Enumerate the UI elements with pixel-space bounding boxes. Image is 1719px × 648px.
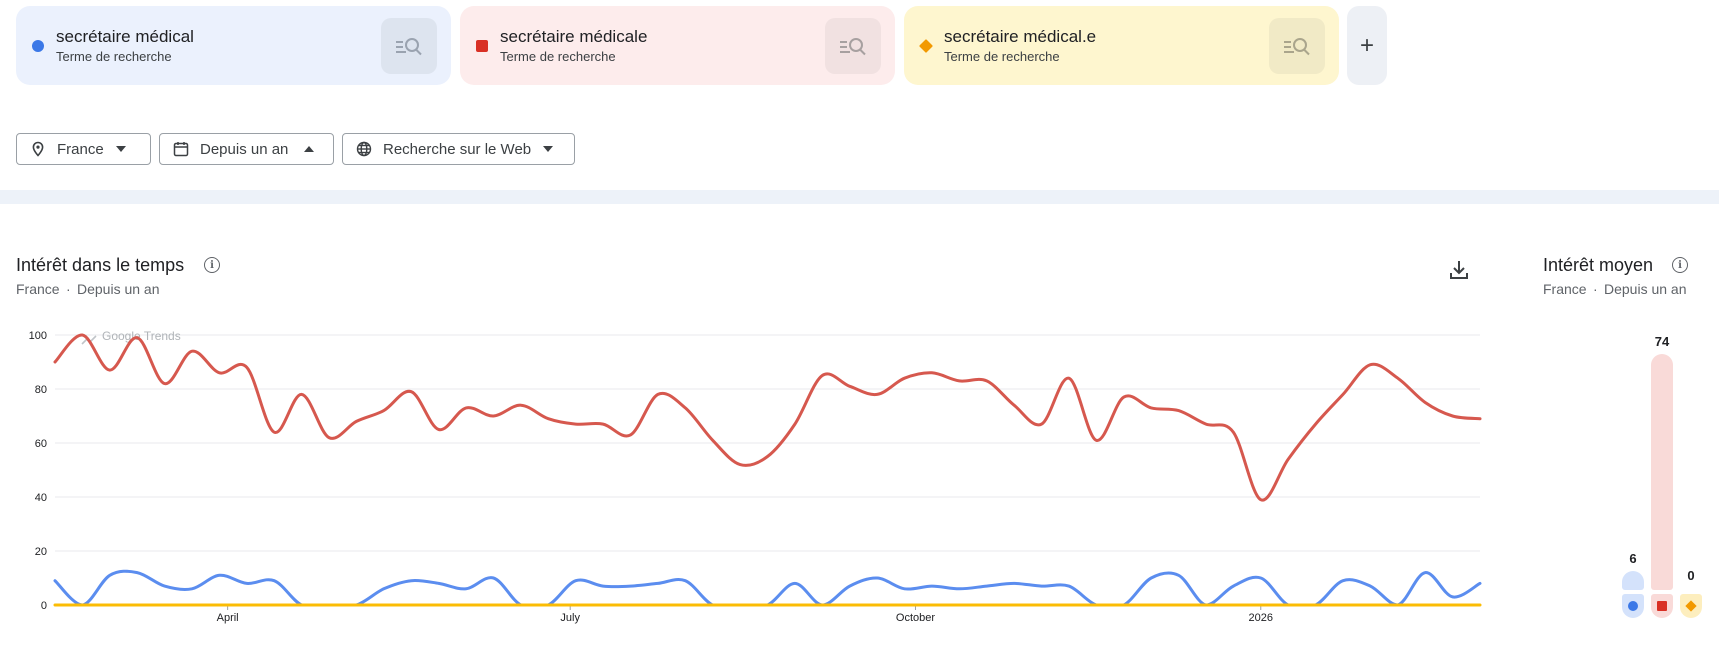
average-interest-title: Intérêt moyen [1543, 255, 1654, 275]
x-tick-label: April [217, 612, 239, 624]
calendar-icon [172, 140, 190, 158]
x-tick-label: 2026 [1249, 612, 1273, 624]
section-divider [0, 190, 1719, 204]
search-list-icon[interactable] [1269, 18, 1325, 74]
series-line-secretaire-medicale [53, 333, 1482, 502]
term-subtitle: Terme de recherche [944, 48, 1060, 64]
x-tick-label: July [560, 612, 580, 624]
series-marker-diamond-icon [1685, 600, 1697, 612]
subtitle-separator: · [1593, 281, 1598, 297]
average-series-marker [1680, 594, 1702, 618]
series-marker-square-icon [1657, 601, 1667, 611]
info-icon[interactable]: i [1672, 257, 1688, 273]
average-value-label: 0 [1687, 568, 1695, 583]
chevron-up-icon [304, 146, 315, 152]
series-marker-circle-icon [1628, 601, 1638, 611]
term-name: secrétaire médical [56, 26, 194, 46]
period-filter[interactable]: Depuis un an [159, 133, 334, 165]
search-list-icon[interactable] [825, 18, 881, 74]
interest-over-time-period: Depuis un an [77, 281, 160, 297]
interest-over-time-title: Intérêt dans le temps [16, 255, 185, 275]
source-filter-label: Recherche sur le Web [383, 140, 532, 158]
term-card-3[interactable]: secrétaire médical.e Terme de recherche [904, 6, 1339, 85]
subtitle-separator: · [66, 281, 71, 297]
series-marker-square-icon [476, 39, 488, 52]
x-tick-label: October [896, 612, 935, 624]
average-interest-region: France [1543, 281, 1587, 297]
interest-over-time-chart: 0 20 40 60 80 100 April July October 2026 Google T… [29, 329, 1482, 624]
average-value-label: 74 [1654, 334, 1670, 349]
average-bar [1622, 570, 1644, 590]
location-filter[interactable]: France [16, 133, 151, 165]
interest-over-time-region: France [16, 281, 60, 297]
series-line-secretaire-medical [53, 569, 1482, 607]
pin-icon [29, 140, 47, 158]
average-value-label: 6 [1629, 550, 1637, 566]
source-filter[interactable]: Recherche sur le Web [342, 133, 575, 165]
y-tick-label: 60 [35, 438, 47, 450]
y-tick-label: 0 [41, 600, 47, 612]
search-list-icon[interactable] [381, 18, 437, 74]
y-tick-label: 80 [35, 384, 47, 396]
average-bar [1651, 354, 1673, 590]
term-subtitle: Terme de recherche [500, 48, 616, 64]
series-marker-circle-icon [32, 39, 44, 52]
add-term-button[interactable]: + [1347, 6, 1387, 85]
y-tick-label: 20 [35, 546, 47, 558]
average-series-marker [1622, 594, 1644, 618]
term-name: secrétaire médical.e [944, 26, 1097, 46]
average-interest-period: Depuis un an [1604, 281, 1687, 297]
y-tick-label: 40 [35, 492, 47, 504]
y-tick-label: 100 [29, 330, 47, 342]
term-card-2[interactable]: secrétaire médicale Terme de recherche [460, 6, 895, 85]
period-filter-label: Depuis un an [200, 140, 289, 158]
info-icon[interactable]: i [204, 257, 220, 273]
watermark-text: Google Trends [102, 329, 181, 343]
term-name: secrétaire médicale [500, 26, 648, 46]
term-subtitle: Terme de recherche [56, 48, 172, 64]
average-series-marker [1651, 594, 1673, 618]
term-card-1[interactable]: secrétaire médical Terme de recherche [16, 6, 451, 85]
location-filter-label: France [57, 140, 104, 158]
globe-icon [355, 140, 373, 158]
chevron-down-icon [543, 146, 554, 152]
series-marker-diamond-icon [919, 38, 933, 53]
chevron-down-icon [115, 146, 126, 152]
download-icon[interactable] [1448, 258, 1470, 282]
